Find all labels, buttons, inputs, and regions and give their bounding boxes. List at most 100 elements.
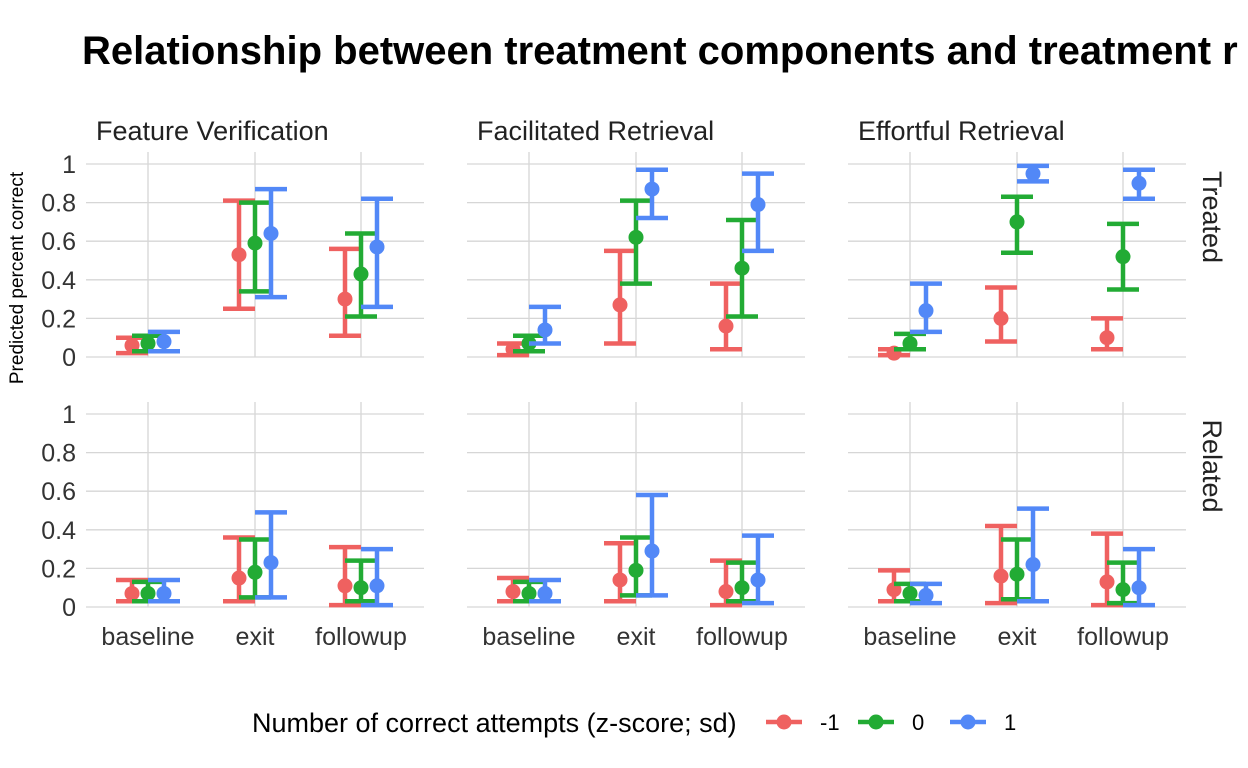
data-point bbox=[644, 543, 660, 559]
errorbar-series-1-baseline bbox=[148, 329, 180, 354]
x-tick-label: followup bbox=[315, 623, 407, 651]
legend-key-1: -1 bbox=[766, 710, 840, 735]
data-point bbox=[918, 303, 934, 319]
x-tick-label: followup bbox=[1077, 623, 1169, 651]
errorbar-series-0-exit bbox=[620, 198, 652, 286]
errorbar-series-0-followup bbox=[726, 217, 758, 319]
errorbar-series-1-followup bbox=[1091, 316, 1123, 352]
data-point bbox=[263, 225, 279, 241]
legend-key-point bbox=[960, 714, 976, 730]
data-point bbox=[369, 578, 385, 594]
data-point bbox=[247, 235, 263, 251]
panel-treated-effortful-retrieval bbox=[848, 152, 1186, 361]
y-tick-label: 0.8 bbox=[41, 440, 76, 468]
errorbar-series-1-exit bbox=[604, 541, 636, 604]
y-tick-label: 0.2 bbox=[41, 555, 76, 583]
panel-treated-feature-verification: 0 0.2 0.4 0.6 0.8 1 bbox=[41, 151, 424, 372]
errorbar-series-1-followup bbox=[742, 533, 774, 606]
data-point bbox=[902, 585, 918, 601]
errorbar-series-0-baseline bbox=[894, 331, 926, 352]
data-point bbox=[156, 585, 172, 601]
facet-panels: 0 0.2 0.4 0.6 0.8 1 0 0.2 0.4 0.6 0.8 1 baseline exit… bbox=[41, 151, 1186, 651]
legend-key-point bbox=[868, 714, 884, 730]
x-tick-label: baseline bbox=[482, 623, 575, 651]
legend-label: 1 bbox=[1004, 710, 1016, 735]
data-point bbox=[612, 572, 628, 588]
data-point bbox=[140, 335, 156, 351]
errorbar-series-1-exit bbox=[1017, 163, 1049, 184]
errorbar-series-1-baseline bbox=[910, 581, 942, 606]
y-tick-label: 0 bbox=[62, 344, 76, 372]
data-point bbox=[521, 585, 537, 601]
data-point bbox=[124, 585, 140, 601]
data-point bbox=[140, 585, 156, 601]
errorbar-series-1-baseline bbox=[148, 577, 180, 604]
col-facet-label-facilitated-retrieval: Facilitated Retrieval bbox=[477, 116, 714, 146]
data-point bbox=[1025, 557, 1041, 573]
data-point bbox=[231, 247, 247, 263]
errorbar-series-1-followup bbox=[1123, 546, 1155, 608]
errorbar-series-0-exit bbox=[239, 200, 271, 294]
data-point bbox=[734, 580, 750, 596]
data-point bbox=[369, 239, 385, 255]
data-point bbox=[1115, 582, 1131, 598]
x-tick-label: exit bbox=[617, 623, 656, 651]
y-tick-label: 0.2 bbox=[41, 305, 76, 333]
y-tick-label: 0.4 bbox=[41, 517, 76, 545]
row-facet-label-related: Related bbox=[1197, 419, 1227, 512]
col-facet-label-feature-verification: Feature Verification bbox=[96, 116, 329, 146]
data-point bbox=[612, 297, 628, 313]
errorbar-series-0-followup bbox=[1107, 560, 1139, 606]
col-facet-label-effortful-retrieval: Effortful Retrieval bbox=[858, 116, 1065, 146]
x-tick-label: exit bbox=[236, 623, 275, 651]
data-point bbox=[156, 334, 172, 350]
errorbar-series-0-followup bbox=[1107, 221, 1139, 292]
data-point bbox=[353, 266, 369, 282]
data-point bbox=[247, 564, 263, 580]
y-tick-label: 0.4 bbox=[41, 267, 76, 295]
data-point bbox=[505, 584, 521, 600]
data-point bbox=[644, 181, 660, 197]
y-tick-label: 1 bbox=[62, 151, 76, 179]
errorbar-series-1-followup bbox=[742, 171, 774, 254]
errorbar-series-1-exit bbox=[604, 248, 636, 346]
data-point bbox=[902, 335, 918, 351]
errorbar-series-1-followup bbox=[361, 546, 393, 608]
y-tick-label: 0.8 bbox=[41, 190, 76, 218]
errorbar-series-1-exit bbox=[985, 285, 1017, 344]
data-point bbox=[918, 587, 934, 603]
y-tick-label: 0.6 bbox=[41, 228, 76, 256]
errorbar-series-1-followup bbox=[710, 558, 742, 608]
errorbar-series-1-followup bbox=[329, 246, 361, 339]
data-point bbox=[750, 197, 766, 213]
data-point bbox=[1115, 249, 1131, 265]
errorbar-series-1-exit bbox=[255, 510, 287, 600]
data-point bbox=[337, 291, 353, 307]
errorbar-series-1-exit bbox=[636, 167, 668, 221]
data-point bbox=[1131, 175, 1147, 191]
errorbar-series-0-exit bbox=[1001, 194, 1033, 256]
legend-key-point bbox=[776, 714, 792, 730]
errorbar-series-1-baseline bbox=[529, 304, 561, 346]
data-point bbox=[353, 580, 369, 596]
legend: Number of correct attempts (z-score; sd)… bbox=[252, 708, 1016, 738]
data-point bbox=[1025, 166, 1041, 182]
data-point bbox=[1131, 580, 1147, 596]
data-point bbox=[1099, 574, 1115, 590]
panel-related-effortful-retrieval: baseline exit followup bbox=[848, 402, 1186, 651]
errorbar-series-1-followup bbox=[361, 196, 393, 310]
x-tick-label: baseline bbox=[101, 623, 194, 651]
data-point bbox=[231, 570, 247, 586]
legend-key-0: 0 bbox=[858, 710, 924, 735]
errorbar-series-1-baseline bbox=[529, 577, 561, 604]
legend-label: -1 bbox=[820, 710, 840, 735]
errorbar-series-1-exit bbox=[636, 492, 668, 598]
errorbar-series-1-exit bbox=[1017, 506, 1049, 604]
data-point bbox=[718, 318, 734, 334]
data-point bbox=[993, 310, 1009, 326]
errorbar-series-0-baseline bbox=[513, 333, 545, 354]
y-tick-label: 0.6 bbox=[41, 478, 76, 506]
data-point bbox=[263, 555, 279, 571]
panel-treated-facilitated-retrieval bbox=[467, 152, 805, 358]
y-axis-label: Predicted percent correct bbox=[7, 171, 28, 384]
